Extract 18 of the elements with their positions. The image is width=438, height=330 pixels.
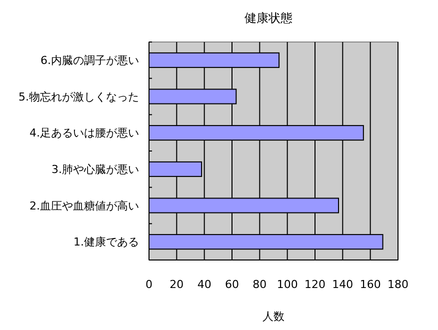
y-tick-label: 1.健康である: [74, 236, 139, 249]
x-tick-label: 120: [304, 278, 326, 291]
y-tick-label: 3.肺や心臓が悪い: [52, 163, 139, 176]
x-tick-label: 140: [332, 278, 354, 291]
x-tick-label: 80: [252, 278, 267, 291]
x-tick-label: 0: [146, 278, 152, 291]
x-axis-title: 人数: [262, 310, 284, 323]
y-tick-label: 6.内臓の調子が悪い: [40, 54, 139, 68]
y-tick-label: 4.足あるいは腰が悪い: [30, 126, 139, 140]
x-tick-label: 40: [197, 278, 212, 291]
x-tick-label: 100: [276, 278, 298, 291]
chart-title: 健康状態: [244, 11, 292, 25]
x-tick-label: 180: [388, 278, 408, 291]
x-tick-label: 20: [170, 278, 184, 291]
y-tick-label: 5.物忘れが激しくなった: [18, 90, 139, 104]
x-tick-label: 60: [225, 278, 239, 291]
x-tick-label: 160: [360, 278, 381, 291]
y-tick-label: 2.血圧や血糖値が高い: [30, 199, 139, 212]
